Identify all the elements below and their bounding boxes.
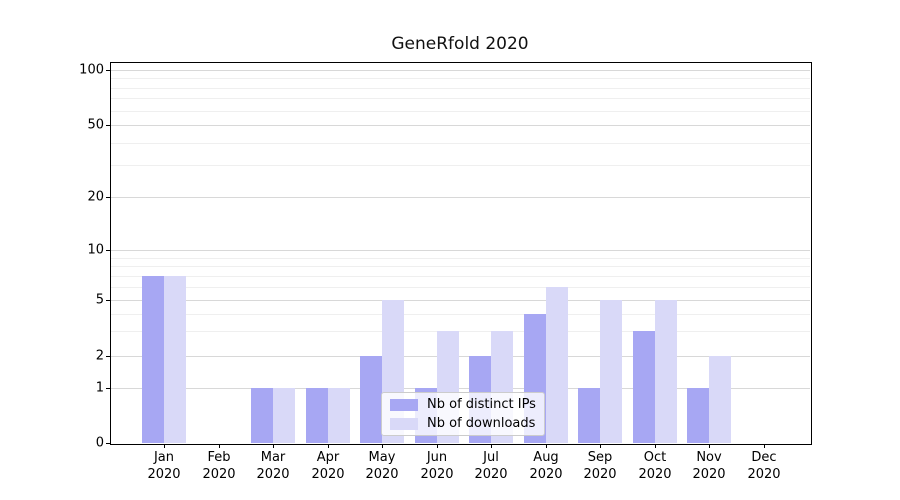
x-tick-mark <box>219 444 220 448</box>
bar-downloads <box>600 300 622 443</box>
x-tick-mark <box>709 444 710 448</box>
legend-swatch-distinct-ips <box>390 398 418 411</box>
bar-distinct-ips <box>687 388 709 443</box>
bar-downloads <box>655 300 677 443</box>
legend-label-distinct-ips: Nb of distinct IPs <box>427 397 536 412</box>
chart-title: GeneRfold 2020 <box>391 34 529 54</box>
x-tick-mark <box>437 444 438 448</box>
bar-downloads <box>709 356 731 443</box>
bar-distinct-ips <box>251 388 273 443</box>
major-gridline <box>111 388 810 389</box>
minor-gridline <box>111 266 810 267</box>
x-tick-mark <box>546 444 547 448</box>
x-tick-label: Mar 2020 <box>256 450 290 482</box>
minor-gridline <box>111 143 810 144</box>
minor-gridline <box>111 165 810 166</box>
x-tick-mark <box>764 444 765 448</box>
y-tick-label: 2 <box>95 348 104 364</box>
x-tick-label: Nov 2020 <box>692 450 726 482</box>
y-tick-mark <box>106 443 110 444</box>
bar-distinct-ips <box>633 331 655 443</box>
legend-item-downloads: Nb of downloads <box>390 416 536 431</box>
x-tick-label: Jul 2020 <box>474 450 508 482</box>
minor-gridline <box>111 78 810 79</box>
minor-gridline <box>111 314 810 315</box>
major-gridline <box>111 300 810 301</box>
x-tick-mark <box>655 444 656 448</box>
minor-gridline <box>111 88 810 89</box>
y-tick-mark <box>106 388 110 389</box>
x-tick-label: May 2020 <box>365 450 399 482</box>
y-tick-mark <box>106 250 110 251</box>
legend: Nb of distinct IPs Nb of downloads <box>381 392 545 436</box>
major-gridline <box>111 125 810 126</box>
minor-gridline <box>111 331 810 332</box>
x-tick-label: Oct 2020 <box>638 450 672 482</box>
bar-downloads <box>328 388 350 443</box>
x-tick-label: Feb 2020 <box>202 450 236 482</box>
x-tick-mark <box>600 444 601 448</box>
legend-swatch-downloads <box>390 417 418 430</box>
y-tick-mark <box>106 125 110 126</box>
y-tick-mark <box>106 356 110 357</box>
bar-distinct-ips <box>578 388 600 443</box>
x-tick-mark <box>328 444 329 448</box>
y-tick-mark <box>106 300 110 301</box>
x-tick-label: Jun 2020 <box>420 450 454 482</box>
y-tick-mark <box>106 197 110 198</box>
bar-downloads <box>273 388 295 443</box>
y-tick-label: 10 <box>87 242 104 258</box>
bar-distinct-ips <box>306 388 328 443</box>
legend-item-distinct-ips: Nb of distinct IPs <box>390 397 536 412</box>
x-tick-label: Jan 2020 <box>147 450 181 482</box>
x-tick-mark <box>382 444 383 448</box>
major-gridline <box>111 356 810 357</box>
legend-label-downloads: Nb of downloads <box>427 416 536 431</box>
minor-gridline <box>111 98 810 99</box>
y-tick-label: 1 <box>95 380 104 396</box>
x-tick-mark <box>164 444 165 448</box>
bar-distinct-ips <box>142 276 164 443</box>
x-tick-mark <box>273 444 274 448</box>
y-tick-label: 100 <box>79 62 104 78</box>
y-tick-mark <box>106 70 110 71</box>
bar-distinct-ips <box>360 356 382 443</box>
y-tick-label: 0 <box>95 435 104 451</box>
x-tick-mark <box>491 444 492 448</box>
y-tick-label: 50 <box>87 117 104 133</box>
bar-downloads <box>546 287 568 443</box>
y-tick-label: 5 <box>95 292 104 308</box>
minor-gridline <box>111 111 810 112</box>
minor-gridline <box>111 258 810 259</box>
bar-downloads <box>164 276 186 443</box>
y-tick-label: 20 <box>87 189 104 205</box>
major-gridline <box>111 70 810 71</box>
x-tick-label: Apr 2020 <box>311 450 345 482</box>
x-tick-label: Sep 2020 <box>583 450 617 482</box>
major-gridline <box>111 197 810 198</box>
x-tick-label: Aug 2020 <box>529 450 563 482</box>
minor-gridline <box>111 276 810 277</box>
major-gridline <box>111 250 810 251</box>
minor-gridline <box>111 287 810 288</box>
x-tick-label: Dec 2020 <box>747 450 781 482</box>
